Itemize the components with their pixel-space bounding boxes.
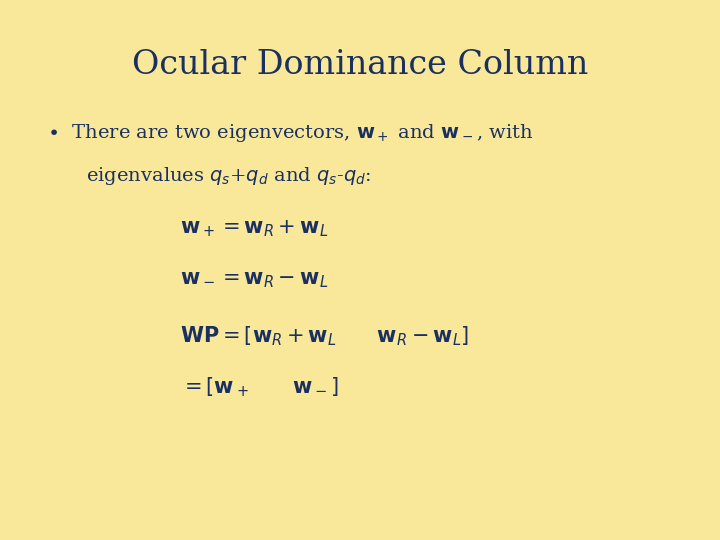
Text: $\mathbf{w}_- = \mathbf{w}_R - \mathbf{w}_L$: $\mathbf{w}_- = \mathbf{w}_R - \mathbf{w… bbox=[180, 270, 328, 289]
Text: $\bullet$  There are two eigenvectors, $\mathbf{w}_+$ and $\mathbf{w}_-$, with: $\bullet$ There are two eigenvectors, $\… bbox=[47, 122, 534, 144]
Text: Ocular Dominance Column: Ocular Dominance Column bbox=[132, 49, 588, 80]
Text: $=[\mathbf{w}_+ \quad\quad \mathbf{w}_-]$: $=[\mathbf{w}_+ \quad\quad \mathbf{w}_-]… bbox=[180, 375, 339, 399]
Text: eigenvalues $q_s$+$q_d$ and $q_s$-$q_d$:: eigenvalues $q_s$+$q_d$ and $q_s$-$q_d$: bbox=[86, 165, 372, 187]
Text: $\mathbf{WP}{=}[\mathbf{w}_R + \mathbf{w}_L \quad\quad \mathbf{w}_R - \mathbf{w}: $\mathbf{WP}{=}[\mathbf{w}_R + \mathbf{w… bbox=[180, 324, 469, 348]
Text: $\mathbf{w}_+ = \mathbf{w}_R + \mathbf{w}_L$: $\mathbf{w}_+ = \mathbf{w}_R + \mathbf{w… bbox=[180, 219, 328, 239]
